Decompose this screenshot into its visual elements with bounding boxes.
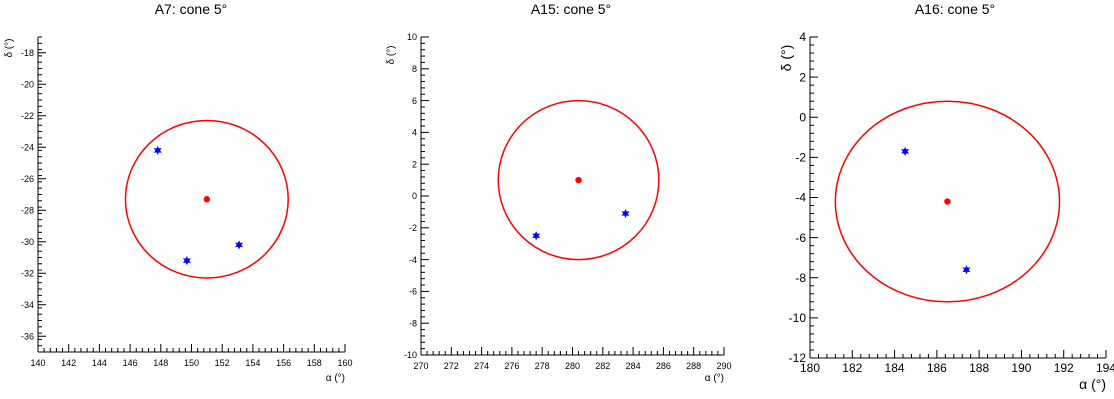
- x-tick-label: 276: [504, 361, 519, 371]
- y-tick-label: -4: [795, 191, 806, 205]
- chart-panel-a15: A15: cone 5° δ (°) α (°) 270 272 274 276 278…: [386, 1, 732, 384]
- y-axis-label: δ (°): [778, 45, 794, 72]
- x-tick-label: 144: [92, 358, 107, 368]
- y-tick-label: -36: [21, 331, 34, 341]
- x-tick-label: 190: [1011, 361, 1031, 375]
- x-tick-label: 194: [1096, 361, 1114, 375]
- y-tick-label: 0: [412, 191, 417, 201]
- x-tick-label: 160: [337, 358, 352, 368]
- y-tick-label: 2: [412, 159, 417, 169]
- y-tick-label: -2: [795, 151, 806, 165]
- plot-area: 270272274276278280282284286288290-10-8-6…: [404, 32, 732, 371]
- x-tick-label: 286: [656, 361, 671, 371]
- x-tick-label: 274: [474, 361, 489, 371]
- y-tick-label: 6: [412, 96, 417, 106]
- y-tick-label: -34: [21, 300, 34, 310]
- data-point-star: [532, 231, 540, 240]
- x-tick-label: 142: [61, 358, 76, 368]
- x-tick-label: 140: [30, 358, 45, 368]
- cone-center-point: [575, 177, 581, 183]
- y-tick-label: 0: [799, 110, 806, 124]
- x-tick-label: 278: [535, 361, 550, 371]
- y-tick-label: -6: [409, 287, 417, 297]
- cone-center-point: [944, 198, 950, 204]
- x-axis-label: α (°): [705, 373, 724, 384]
- x-axis-label: α (°): [326, 373, 345, 384]
- plot-area: 140 142 144 146 148 150 152 154 156 158 160 -36 -34 -…: [21, 37, 353, 368]
- y-axis-label: δ (°): [386, 45, 397, 64]
- y-tick-label: -8: [409, 318, 417, 328]
- y-tick-label: -28: [21, 205, 34, 215]
- y-tick-label: -10: [404, 350, 417, 360]
- data-point-star: [235, 240, 243, 249]
- y-tick-label: -20: [21, 79, 34, 89]
- x-tick-label: 146: [123, 358, 138, 368]
- data-point-star: [901, 147, 909, 156]
- x-tick-label: 192: [1054, 361, 1074, 375]
- chart-title: A16: cone 5°: [915, 1, 995, 17]
- y-tick-label: -22: [21, 111, 34, 121]
- x-tick-label: 158: [307, 358, 322, 368]
- y-tick-label: -32: [21, 268, 34, 278]
- y-tick-label: 4: [799, 30, 806, 44]
- x-tick-label: 148: [153, 358, 168, 368]
- y-tick-label: -18: [21, 48, 34, 58]
- y-tick-label: 2: [799, 70, 806, 84]
- chart-title: A7: cone 5°: [155, 1, 228, 17]
- x-tick-label: 290: [716, 361, 731, 371]
- y-tick-label: 4: [412, 128, 417, 138]
- y-tick-label: -8: [795, 271, 806, 285]
- y-tick-label: -2: [409, 223, 417, 233]
- x-tick-label: 280: [565, 361, 580, 371]
- x-tick-label: 284: [626, 361, 641, 371]
- data-point-star: [154, 146, 162, 155]
- y-tick-label: -6: [795, 231, 806, 245]
- y-tick-label: 10: [407, 32, 417, 42]
- x-tick-label: 272: [444, 361, 459, 371]
- x-axis-label: α (°): [1079, 376, 1106, 392]
- cone-center-point: [204, 196, 210, 202]
- data-point-star: [183, 256, 191, 265]
- y-tick-label: -4: [409, 255, 417, 265]
- data-point-star: [962, 265, 970, 274]
- chart-panel-a7: A7: cone 5° δ (°) α (°) 1401421441461481…: [4, 1, 353, 384]
- y-tick-label: -24: [21, 142, 34, 152]
- x-tick-label: 154: [245, 358, 260, 368]
- y-tick-label: 8: [412, 64, 417, 74]
- data-point-star: [622, 209, 630, 218]
- x-tick-label: 270: [413, 361, 428, 371]
- y-tick-label: -10: [789, 311, 807, 325]
- y-tick-label: -26: [21, 174, 34, 184]
- x-tick-label: 282: [595, 361, 610, 371]
- y-tick-label: -12: [789, 351, 807, 365]
- y-axis-label: δ (°): [4, 38, 15, 57]
- plot-area: 180182184186188190192194-12-10-8-6-4-202…: [789, 30, 1114, 375]
- y-tick-label: -30: [21, 237, 34, 247]
- x-tick-label: 188: [969, 361, 989, 375]
- x-tick-label: 156: [276, 358, 291, 368]
- x-tick-label: 152: [215, 358, 230, 368]
- x-tick-label: 182: [842, 361, 862, 375]
- chart-panel-a16: A16: cone 5° δ (°) α (°) 180182184186188…: [778, 1, 1114, 392]
- x-tick-label: 184: [885, 361, 905, 375]
- x-tick-label: 150: [184, 358, 199, 368]
- x-tick-label: 186: [927, 361, 947, 375]
- chart-title: A15: cone 5°: [531, 1, 611, 17]
- x-tick-label: 288: [686, 361, 701, 371]
